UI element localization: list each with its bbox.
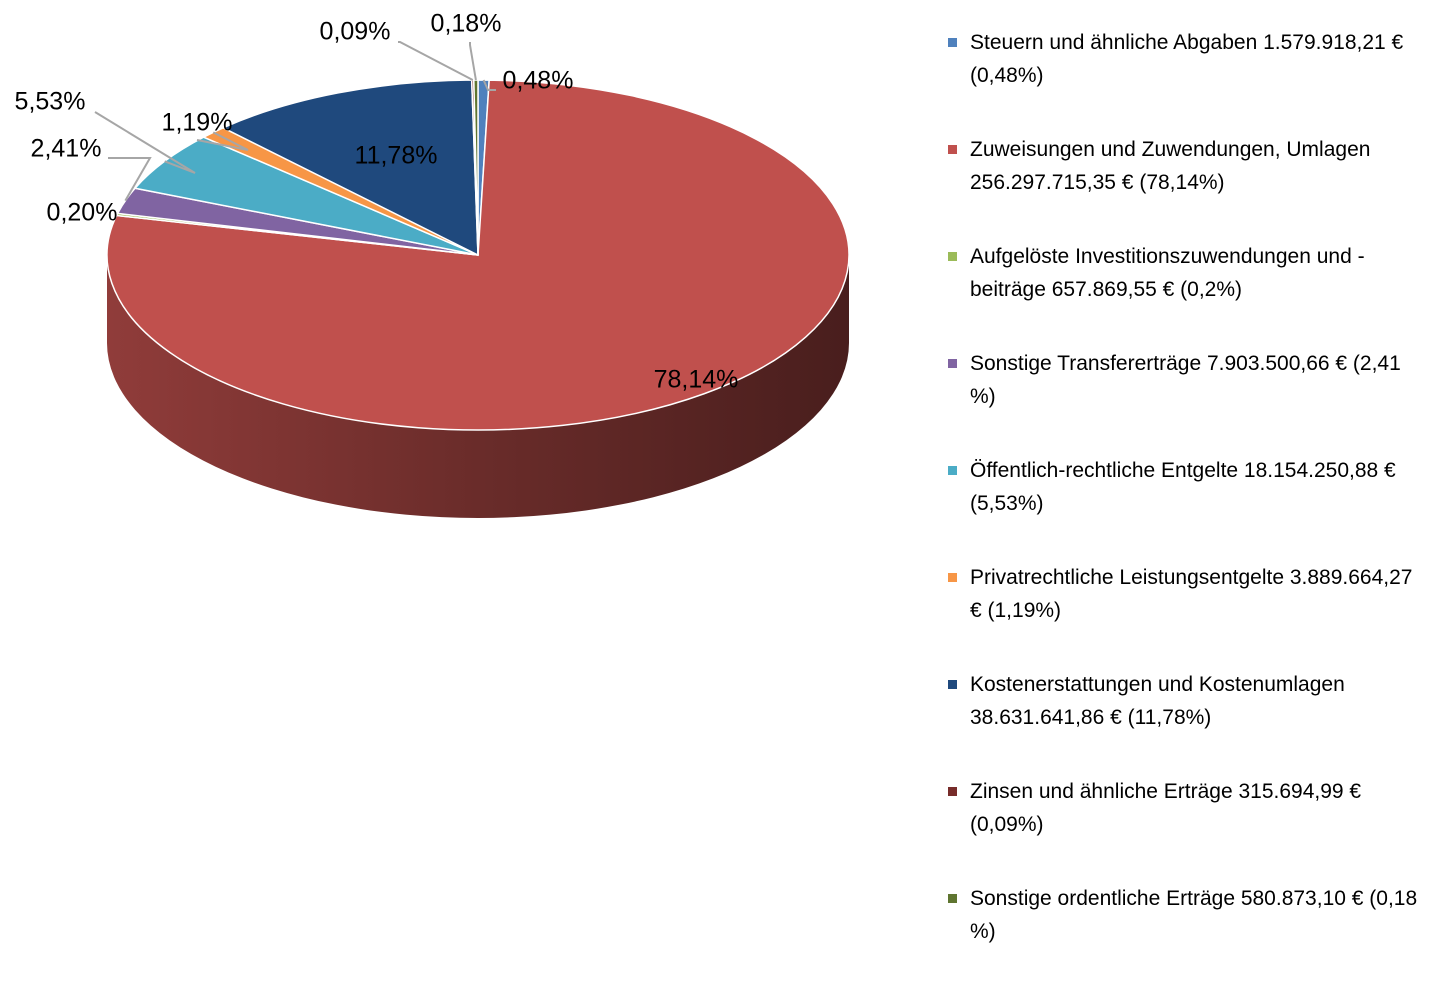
- legend-swatch: [948, 787, 957, 796]
- data-label: 0,48%: [503, 67, 574, 95]
- legend-swatch: [948, 894, 957, 903]
- data-label: 11,78%: [355, 142, 438, 170]
- legend-label: Zuweisungen und Zuwendungen, Umlagen 256…: [970, 138, 1371, 194]
- legend-item: Privatrechtliche Leistungsentgelte 3.889…: [948, 561, 1426, 668]
- legend-swatch: [948, 252, 957, 261]
- data-label: 1,19%: [162, 109, 233, 137]
- legend-label: Privatrechtliche Leistungsentgelte 3.889…: [970, 566, 1413, 622]
- legend-item: Sonstige Transfererträge 7.903.500,66 € …: [948, 347, 1426, 454]
- leader-line: [398, 41, 474, 81]
- legend-label: Sonstige ordentliche Erträge 580.873,10 …: [970, 887, 1418, 943]
- legend-label: Öffentlich-rechtliche Entgelte 18.154.25…: [970, 459, 1396, 515]
- legend-item: Öffentlich-rechtliche Entgelte 18.154.25…: [948, 454, 1426, 561]
- slice: [221, 79, 479, 257]
- legend-item: Steuern und ähnliche Abgaben 1.579.918,2…: [948, 26, 1426, 133]
- data-label: 0,09%: [320, 18, 391, 46]
- legend-item: Kostenerstattungen und Kostenumlagen 38.…: [948, 668, 1426, 775]
- legend-swatch: [948, 38, 957, 47]
- legend-swatch: [948, 359, 957, 368]
- legend-label: Sonstige Transfererträge 7.903.500,66 € …: [970, 352, 1401, 408]
- leader-line: [469, 42, 477, 81]
- data-label: 78,14%: [654, 366, 739, 394]
- chart: 0,48% 78,14% 0,20% 2,41% 5,53% 1,19% 11,78% 0,0…: [15, 10, 850, 518]
- legend-item: Zinsen und ähnliche Erträge 315.694,99 €…: [948, 775, 1426, 882]
- data-label: 5,53%: [15, 88, 86, 116]
- legend: Steuern und ähnliche Abgaben 1.579.918,2…: [948, 26, 1426, 989]
- slice-side: [107, 255, 849, 518]
- legend-label: Steuern und ähnliche Abgaben 1.579.918,2…: [970, 31, 1404, 87]
- legend-swatch: [948, 145, 957, 154]
- legend-item: Aufgelöste Investitionszuwendungen und -…: [948, 240, 1426, 347]
- leader-line: [196, 131, 249, 151]
- data-label: 2,41%: [31, 135, 102, 163]
- data-label: 0,18%: [431, 10, 502, 38]
- leader-line: [482, 79, 496, 91]
- legend-label: Zinsen und ähnliche Erträge 315.694,99 €…: [970, 780, 1362, 836]
- leader-line: [108, 157, 152, 202]
- legend-label: Kostenerstattungen und Kostenumlagen 38.…: [970, 673, 1345, 729]
- legend-label: Aufgelöste Investitionszuwendungen und -…: [970, 245, 1365, 301]
- legend-swatch: [948, 573, 957, 582]
- legend-item: Sonstige ordentliche Erträge 580.873,10 …: [948, 882, 1426, 989]
- legend-item: Zuweisungen und Zuwendungen, Umlagen 256…: [948, 133, 1426, 240]
- legend-swatch: [948, 680, 957, 689]
- legend-swatch: [948, 466, 957, 475]
- leader-line: [94, 111, 196, 174]
- data-label: 0,20%: [47, 199, 118, 227]
- page: 0,48% 78,14% 0,20% 2,41% 5,53% 1,19% 11,78% 0,0…: [14, 9, 1418, 943]
